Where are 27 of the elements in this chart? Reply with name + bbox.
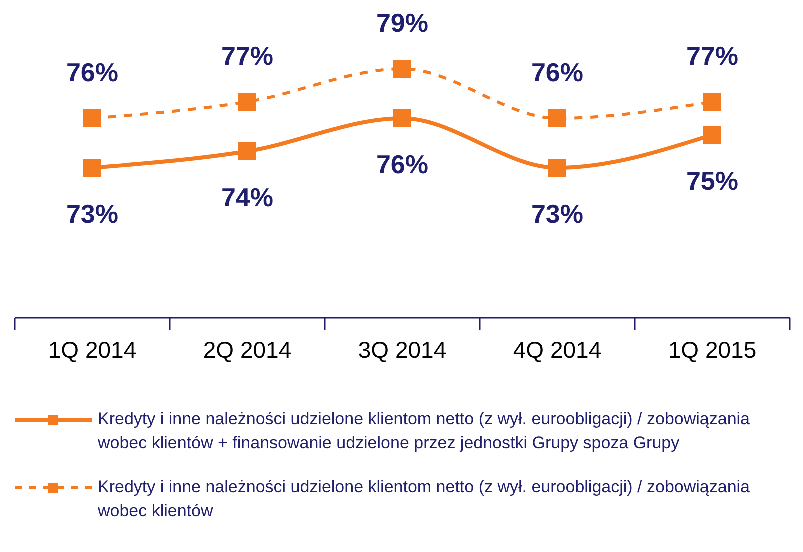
- point: [548, 159, 566, 177]
- data-label: 76%: [376, 149, 429, 180]
- x-tick-label: 3Q 2014: [358, 337, 447, 364]
- point: [704, 93, 722, 111]
- point: [238, 142, 256, 160]
- legend-label: Kredyty i inne należności udzielone klientom netto (z wył. euroobligacji) / zobowiązania wobec klientów + finansowanie udzielone przez jednostki Grupy spoza Grupy: [97, 409, 751, 452]
- point: [84, 159, 102, 177]
- data-label: 73%: [531, 198, 584, 229]
- point: [394, 110, 412, 128]
- data-label: 77%: [221, 40, 274, 71]
- x-tick-label: 4Q 2014: [513, 337, 602, 364]
- point: [548, 110, 566, 128]
- point: [84, 110, 102, 128]
- data-label: 76%: [66, 57, 119, 88]
- data-label: 73%: [66, 198, 119, 229]
- x-tick-label: 2Q 2014: [203, 337, 292, 364]
- point: [704, 126, 722, 144]
- legend-label: Kredyty i inne należności udzielone klientom netto (z wył. euroobligacji) / zobowiązania wobec klientów: [97, 477, 751, 520]
- data-label: 74%: [221, 182, 274, 212]
- point: [238, 93, 256, 111]
- data-label: 79%: [376, 8, 429, 38]
- data-label: 75%: [686, 166, 739, 196]
- data-label: 77%: [686, 40, 739, 71]
- x-tick-label: 1Q 2015: [668, 337, 757, 364]
- point: [394, 60, 412, 78]
- x-tick-label: 1Q 2014: [48, 337, 137, 364]
- data-label: 76%: [531, 57, 584, 88]
